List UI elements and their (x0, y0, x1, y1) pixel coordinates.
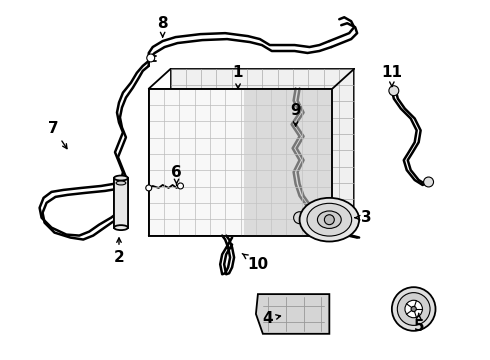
Circle shape (147, 54, 155, 62)
Circle shape (424, 177, 434, 187)
Circle shape (397, 293, 430, 325)
Circle shape (411, 306, 416, 312)
Polygon shape (114, 178, 128, 228)
Polygon shape (244, 89, 332, 235)
Circle shape (405, 300, 422, 318)
Polygon shape (149, 89, 332, 235)
Polygon shape (256, 294, 329, 334)
Text: 10: 10 (242, 253, 269, 272)
Circle shape (294, 212, 306, 224)
Text: 4: 4 (263, 311, 280, 327)
Ellipse shape (114, 225, 128, 230)
Ellipse shape (307, 203, 352, 236)
Text: 8: 8 (157, 16, 168, 37)
Text: 11: 11 (381, 65, 402, 86)
Circle shape (146, 185, 152, 191)
Text: 7: 7 (48, 121, 67, 149)
Circle shape (324, 215, 334, 225)
Text: 1: 1 (233, 65, 244, 88)
Text: 2: 2 (114, 238, 124, 265)
Ellipse shape (318, 211, 341, 229)
Circle shape (392, 287, 436, 331)
Text: 9: 9 (290, 103, 301, 126)
Polygon shape (171, 69, 354, 216)
Circle shape (177, 183, 183, 189)
Text: 3: 3 (355, 210, 371, 225)
Circle shape (389, 86, 399, 96)
Text: 6: 6 (171, 165, 182, 185)
Ellipse shape (116, 181, 126, 185)
Ellipse shape (114, 176, 128, 180)
Ellipse shape (299, 198, 359, 242)
Text: 5: 5 (414, 314, 424, 334)
